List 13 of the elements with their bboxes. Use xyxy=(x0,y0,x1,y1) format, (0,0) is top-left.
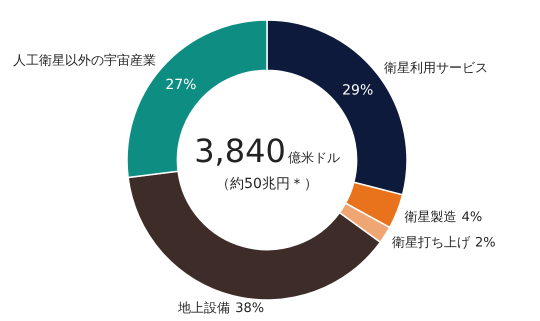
slice-label: 地上設備 xyxy=(177,301,230,316)
data-label: 38% xyxy=(235,301,264,316)
data-label: 27% xyxy=(165,77,196,94)
text: 億米ドル xyxy=(288,151,340,166)
data-label: 4% xyxy=(462,210,482,225)
slice-label: 衛星利用サービス xyxy=(384,60,488,76)
data-label: 29% xyxy=(342,82,374,99)
slice-label: 衛星打ち上げ xyxy=(392,235,471,250)
slice-label: 人工衛星以外の宇宙産業 xyxy=(12,52,156,68)
text: 3,840 xyxy=(194,132,286,170)
data-label: 2% xyxy=(474,235,496,250)
slice-label: 衛星製造 xyxy=(404,210,457,225)
text: （約50兆円＊） xyxy=(216,176,318,192)
